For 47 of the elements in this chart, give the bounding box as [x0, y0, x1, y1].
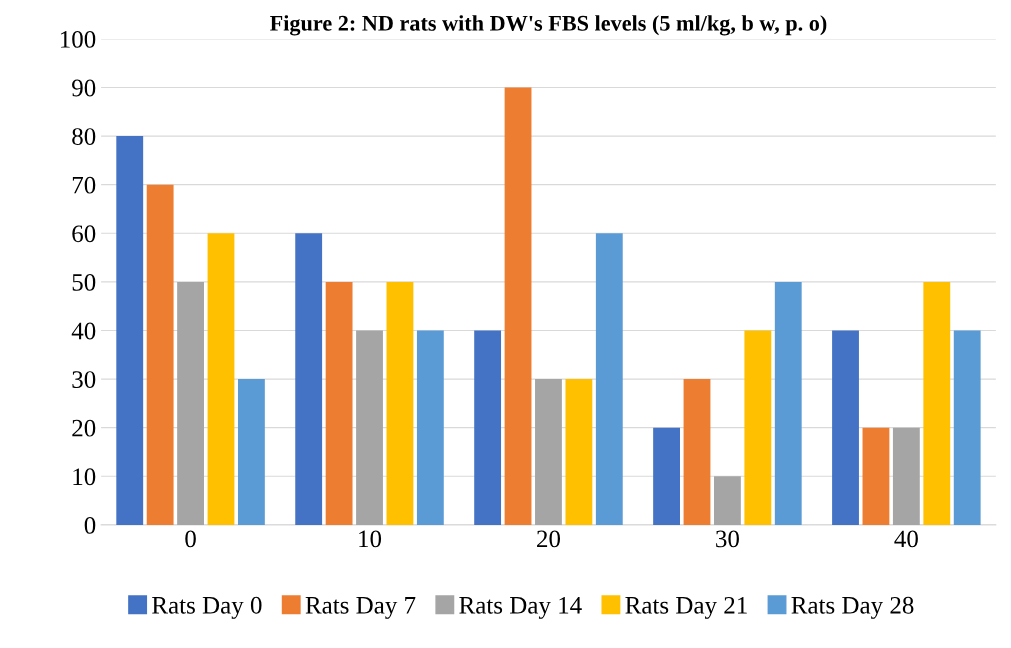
- bar: [177, 281, 204, 525]
- bar: [774, 281, 802, 525]
- legend-label: Rats Day 21: [625, 596, 747, 619]
- y-tick-label: 30: [72, 371, 96, 388]
- bar: [862, 427, 890, 525]
- bar: [386, 281, 414, 525]
- bar: [744, 330, 772, 525]
- y-tick-label: 10: [73, 468, 96, 486]
- y-tick-label: 40: [71, 322, 96, 340]
- bar: [653, 427, 680, 525]
- y-tick-label: 50: [72, 273, 96, 291]
- bar: [713, 476, 741, 525]
- x-tick-label: 0: [185, 530, 196, 548]
- y-tick-label: 90: [72, 79, 96, 97]
- x-tick-label: 10: [359, 530, 382, 548]
- x-tick-label: 30: [716, 530, 739, 548]
- bar: [416, 330, 444, 525]
- chart-title: Figure 2: ND rats with DW's FBS levels (5 ml/kg, b w, p. o): [270, 15, 827, 36]
- bar: [923, 281, 951, 525]
- legend-label: Rats Day 0: [152, 596, 262, 619]
- bar: [535, 379, 562, 525]
- bar: [595, 233, 623, 525]
- bar: [683, 379, 711, 525]
- y-tick-label: 80: [72, 128, 96, 145]
- bar: [474, 330, 502, 525]
- bar: [832, 330, 859, 525]
- y-tick-label: 70: [72, 176, 96, 194]
- bar: [325, 281, 353, 525]
- legend-label: Rats Day 28: [791, 596, 914, 619]
- bar: [207, 233, 235, 525]
- x-tick-label: 40: [894, 530, 918, 548]
- bar: [356, 330, 383, 525]
- y-tick-label: 0: [84, 516, 96, 534]
- y-tick-label: 100: [60, 30, 96, 48]
- bar: [565, 379, 593, 525]
- y-tick-label: 60: [72, 225, 96, 243]
- x-tick-label: 20: [537, 530, 561, 548]
- bar: [892, 427, 920, 525]
- bar: [237, 379, 265, 525]
- bar: [295, 233, 323, 525]
- bar: [116, 136, 144, 525]
- bar: [953, 330, 981, 525]
- legend-label: Rats Day 7: [305, 597, 416, 619]
- y-tick-label: 20: [72, 419, 96, 437]
- legend-label: Rats Day 14: [459, 596, 582, 619]
- bar: [146, 184, 174, 525]
- bar: [504, 87, 532, 525]
